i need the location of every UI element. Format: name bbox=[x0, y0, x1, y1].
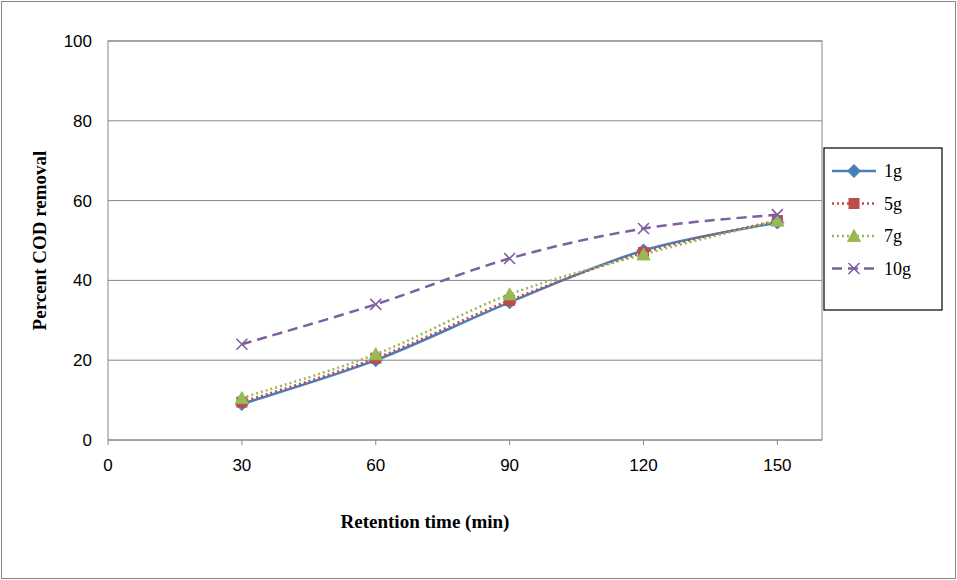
x-tick bbox=[108, 440, 109, 445]
x-tick bbox=[509, 440, 510, 445]
y-tick-label: 60 bbox=[73, 192, 92, 211]
y-tick-label: 100 bbox=[64, 32, 92, 51]
y-tick-label: 80 bbox=[73, 112, 92, 131]
series-line bbox=[242, 215, 778, 345]
data-point bbox=[370, 299, 381, 310]
legend-marker bbox=[848, 165, 861, 178]
y-tick-label: 40 bbox=[73, 271, 92, 290]
grid-line bbox=[108, 200, 822, 201]
plot-frame bbox=[108, 41, 822, 440]
x-tick-label: 150 bbox=[763, 456, 791, 475]
chart: 0 20 40 60 80 100 0 30 60 90 120 150 Retention time … bbox=[0, 0, 957, 580]
legend-box bbox=[824, 148, 942, 310]
x-tick-label: 120 bbox=[629, 456, 657, 475]
grid-line bbox=[108, 120, 822, 121]
data-point bbox=[235, 392, 248, 404]
x-tick-label: 60 bbox=[366, 456, 385, 475]
data-point bbox=[638, 223, 649, 234]
legend-marker bbox=[848, 230, 861, 242]
data-point bbox=[503, 288, 516, 300]
legend-marker bbox=[849, 263, 860, 274]
chart-frame bbox=[2, 2, 956, 579]
y-tick-label: 0 bbox=[83, 431, 92, 450]
legend-label: 1g bbox=[884, 161, 902, 181]
x-tick-label: 90 bbox=[500, 456, 519, 475]
series-line bbox=[242, 223, 778, 405]
plot-area bbox=[235, 209, 784, 411]
x-axis-title: Retention time (min) bbox=[341, 511, 510, 533]
data-point bbox=[369, 348, 382, 360]
y-axis-title: Percent COD removal bbox=[29, 151, 50, 331]
legend-marker bbox=[849, 199, 859, 209]
series-line bbox=[242, 221, 778, 399]
x-tick bbox=[241, 440, 242, 445]
data-point bbox=[236, 339, 247, 350]
data-point bbox=[772, 209, 783, 220]
x-tick-label: 0 bbox=[103, 456, 112, 475]
data-point bbox=[637, 248, 650, 260]
legend-label: 7g bbox=[884, 226, 902, 246]
legend: 1g 5g 7g 10g bbox=[824, 148, 942, 310]
x-tick-label: 30 bbox=[232, 456, 251, 475]
data-point bbox=[504, 253, 515, 264]
y-tick-label: 20 bbox=[73, 351, 92, 370]
grid-line bbox=[108, 360, 822, 361]
x-tick bbox=[643, 440, 644, 445]
grid-line bbox=[108, 280, 822, 281]
legend-label: 10g bbox=[884, 259, 911, 279]
series-line bbox=[242, 221, 778, 403]
x-tick bbox=[777, 440, 778, 445]
legend-label: 5g bbox=[884, 194, 902, 214]
x-tick bbox=[375, 440, 376, 445]
